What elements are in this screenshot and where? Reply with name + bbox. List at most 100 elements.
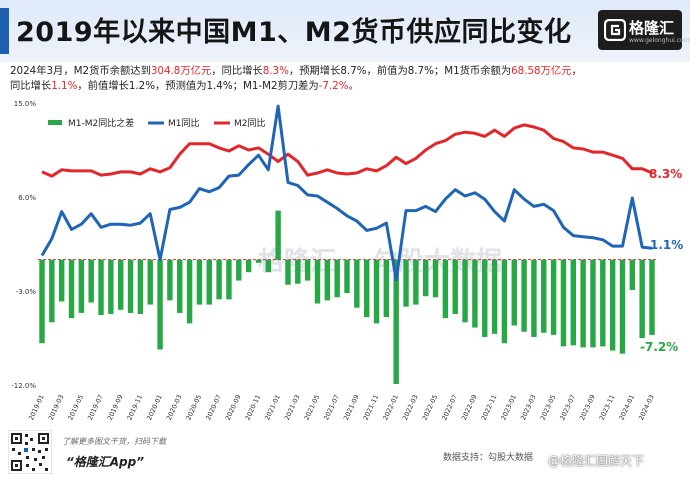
summary-part: ， (571, 65, 582, 77)
summary-m2-balance: 304.8万亿元 (150, 65, 212, 77)
x-tick-label: 2020-09 (224, 393, 243, 421)
bar-m1-m2-diff (78, 259, 85, 313)
x-tick-label: 2023-09 (578, 393, 597, 421)
x-tick-label: 2019-07 (86, 393, 105, 421)
bar-m1-m2-diff (442, 259, 449, 319)
x-tick-label: 2020-05 (184, 393, 203, 421)
bar-m1-m2-diff (108, 259, 114, 314)
summary-m2-growth: 8.3% (262, 65, 289, 77)
x-tick-label: 2022-11 (480, 393, 499, 421)
summary-part: ，前值增长1.2%，预测值为1.4%；M1-M2剪刀差为 (77, 80, 319, 92)
x-tick-label: 2019-11 (125, 393, 144, 421)
bar-m1-m2-diff (324, 259, 331, 301)
bar-m1-m2-diff (472, 259, 478, 328)
bar-m1-m2-diff (68, 259, 75, 319)
weibo-watermark: @格隆汇图解天下 (548, 454, 645, 468)
bar-m1-m2-diff (196, 259, 203, 305)
bar-m1-m2-diff (403, 259, 409, 307)
bar-m1-m2-diff (531, 259, 537, 337)
summary-m1-balance: 68.58万亿元 (511, 65, 572, 77)
summary-part: 。 (348, 80, 359, 92)
bar-m1-m2-diff (295, 259, 301, 284)
y-tick-label: -3.0% (16, 288, 37, 296)
money-supply-chart: 格隆汇勾股大数据15.0%6.0%-3.0%-12.0%M1-M2同比之差M1同… (11, 100, 683, 421)
summary-part: ，同比增长 (211, 65, 263, 77)
x-tick-label: 2019-01 (27, 393, 46, 421)
x-tick-label: 2021-11 (362, 393, 381, 421)
bar-m1-m2-diff (334, 259, 340, 298)
bar-m1-m2-diff (580, 259, 586, 348)
end-label-diff: -7.2% (640, 340, 678, 354)
x-tick-label: 2022-09 (460, 393, 479, 421)
x-tick-label: 2021-05 (303, 393, 322, 421)
x-tick-label: 2021-01 (263, 393, 282, 421)
x-tick-label: 2020-01 (145, 393, 164, 421)
bar-m1-m2-diff (39, 259, 45, 344)
legend-label: M1同比 (168, 117, 200, 129)
bar-m1-m2-diff (344, 259, 350, 294)
x-tick-label: 2023-01 (499, 393, 518, 421)
bar-m1-m2-diff (49, 259, 55, 323)
summary-part: 2024年3月，M2货币余额达到 (10, 65, 151, 77)
data-source: 数据支持：勾股大数据 (443, 453, 534, 463)
bar-m1-m2-diff (58, 259, 65, 302)
x-tick-label: 2019-03 (47, 393, 66, 421)
bar-m1-m2-diff (157, 259, 163, 350)
bar-m1-m2-diff (167, 259, 173, 301)
legend-swatch (48, 120, 62, 125)
bar-m1-m2-diff (393, 259, 399, 384)
y-tick-label: -12.0% (11, 382, 36, 390)
bar-m1-m2-diff (491, 259, 498, 334)
bar-m1-m2-diff (413, 259, 419, 305)
bar-m1-m2-diff (452, 259, 458, 314)
x-tick-label: 2022-03 (401, 393, 420, 421)
summary-part: ，预期增长8.7%，前值为8.7%；M1货币余额为 (288, 65, 512, 77)
bar-m1-m2-diff (186, 259, 193, 324)
bar-m1-m2-diff (216, 259, 222, 300)
x-tick-label: 2021-09 (342, 393, 361, 421)
brand-logo-name: 格隆汇 (629, 19, 675, 37)
bar-m1-m2-diff (285, 259, 291, 285)
x-tick-label: 2020-11 (244, 393, 263, 421)
brand-logo-url: www.gelonghui.com (629, 37, 690, 44)
summary-text: 2024年3月，M2货币余额达到304.8万亿元，同比增长8.3%，预期增长8.… (10, 64, 630, 94)
bar-m1-m2-diff (501, 259, 508, 344)
footer-app-name: “格隆汇App” (66, 455, 144, 469)
bar-m1-m2-diff (363, 259, 370, 318)
bar-m1-m2-diff (226, 259, 232, 300)
x-tick-label: 2021-03 (283, 393, 302, 421)
bar-m1-m2-diff (521, 259, 527, 332)
bar-m1-m2-diff (619, 259, 626, 354)
bar-m1-m2-diff (206, 259, 212, 305)
end-label-m1: 1.1% (650, 238, 683, 252)
y-tick-label: 15.0% (14, 100, 37, 108)
summary-m1-growth: 1.1% (51, 80, 78, 92)
x-tick-label: 2019-05 (66, 393, 85, 421)
bar-m1-m2-diff (88, 259, 94, 303)
bar-m1-m2-diff (649, 259, 655, 335)
bar-m1-m2-diff (236, 259, 242, 281)
bar-m1-m2-diff (550, 259, 557, 335)
line-m2-yoy (41, 123, 653, 178)
bar-m1-m2-diff (127, 259, 134, 313)
bar-m1-m2-diff (354, 259, 360, 308)
x-tick-label: 2023-03 (519, 393, 538, 421)
y-tick-label: 6.0% (18, 194, 36, 202)
bar-m1-m2-diff (245, 259, 252, 273)
x-tick-label: 2022-05 (421, 393, 440, 421)
legend-label: M2同比 (234, 117, 266, 129)
bar-m1-m2-diff (629, 259, 636, 290)
bar-m1-m2-diff (147, 259, 153, 305)
x-tick-label: 2020-03 (165, 393, 184, 421)
footer-note: 了解更多图文干货，扫码下载 (62, 437, 166, 446)
qr-code-icon (8, 430, 52, 474)
x-tick-label: 2022-01 (381, 393, 400, 421)
bar-m1-m2-diff (639, 259, 645, 338)
x-tick-label: 2023-11 (598, 393, 617, 421)
x-tick-label: 2023-05 (539, 393, 558, 421)
bar-m1-m2-diff (423, 259, 429, 297)
title-accent-bar (0, 8, 9, 54)
bar-m1-m2-diff (137, 259, 144, 314)
bar-m1-m2-diff (432, 259, 439, 298)
summary-scissors-gap: -7.2% (318, 80, 349, 92)
